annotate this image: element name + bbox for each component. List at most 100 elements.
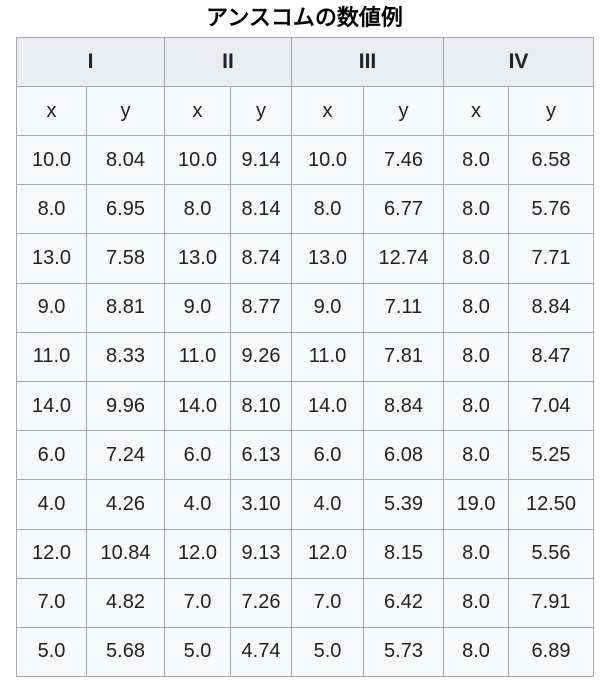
column-header-y-group-2: y — [230, 86, 292, 136]
table-cell: 6.89 — [508, 626, 594, 678]
table-cell: 7.26 — [230, 577, 292, 628]
group-header-row: I II III IV — [16, 37, 594, 87]
table-cell: 8.77 — [230, 282, 292, 333]
table-cell: 4.0 — [164, 479, 231, 530]
table-cell: 7.46 — [363, 134, 444, 186]
table-cell: 5.56 — [508, 528, 594, 579]
table-row: 4.0 4.26 4.0 3.10 4.0 5.39 19.0 12.50 — [16, 479, 594, 530]
column-header-x-group-4: x — [443, 86, 509, 136]
table-row: 9.0 8.81 9.0 8.77 9.0 7.11 8.0 8.84 — [16, 282, 594, 333]
table-cell: 9.13 — [230, 528, 292, 579]
column-header-y-group-1: y — [86, 86, 165, 136]
table-cell: 7.0 — [164, 577, 231, 628]
table-cell: 5.68 — [86, 626, 165, 678]
table-row: 5.0 5.68 5.0 4.74 5.0 5.73 8.0 6.89 — [16, 626, 594, 678]
table-cell: 5.0 — [164, 626, 231, 678]
table-cell: 9.0 — [16, 282, 87, 333]
group-header-II: II — [164, 37, 292, 87]
table-cell: 9.96 — [86, 380, 165, 432]
table-cell: 5.25 — [508, 430, 594, 481]
table-cell: 6.0 — [164, 430, 231, 481]
table-cell: 7.58 — [86, 233, 165, 284]
table-cell: 9.0 — [291, 282, 364, 333]
table-cell: 8.14 — [230, 184, 292, 235]
table-row: 10.0 8.04 10.0 9.14 10.0 7.46 8.0 6.58 — [16, 134, 594, 186]
table-cell: 19.0 — [443, 479, 509, 530]
table-cell: 12.50 — [508, 479, 594, 530]
table-row: 11.0 8.33 11.0 9.26 11.0 7.81 8.0 8.47 — [16, 331, 594, 382]
table-cell: 8.84 — [508, 282, 594, 333]
group-header-I: I — [16, 37, 165, 87]
table-cell: 10.84 — [86, 528, 165, 579]
table-cell: 8.47 — [508, 331, 594, 382]
table-cell: 10.0 — [291, 134, 364, 186]
table-cell: 5.39 — [363, 479, 444, 530]
table-cell: 6.13 — [230, 430, 292, 481]
column-header-x-group-3: x — [291, 86, 364, 136]
table-cell: 4.0 — [291, 479, 364, 530]
column-header-x-group-2: x — [164, 86, 231, 136]
table-cell: 11.0 — [164, 331, 231, 382]
table-row: 14.0 9.96 14.0 8.10 14.0 8.84 8.0 7.04 — [16, 380, 594, 432]
table-cell: 5.0 — [16, 626, 87, 678]
table-cell: 13.0 — [164, 233, 231, 284]
table-cell: 6.77 — [363, 184, 444, 235]
table-row: 6.0 7.24 6.0 6.13 6.0 6.08 8.0 5.25 — [16, 430, 594, 481]
table-cell: 7.0 — [16, 577, 87, 628]
table-cell: 8.0 — [443, 331, 509, 382]
table-cell: 7.24 — [86, 430, 165, 481]
table-cell: 7.0 — [291, 577, 364, 628]
table-cell: 8.0 — [164, 184, 231, 235]
table-cell: 12.74 — [363, 233, 444, 284]
table-cell: 11.0 — [291, 331, 364, 382]
table-cell: 3.10 — [230, 479, 292, 530]
table-cell: 7.04 — [508, 380, 594, 432]
table-cell: 4.74 — [230, 626, 292, 678]
table-cell: 8.74 — [230, 233, 292, 284]
table-cell: 5.73 — [363, 626, 444, 678]
table-row: 12.0 10.84 12.0 9.13 12.0 8.15 8.0 5.56 — [16, 528, 594, 579]
table-cell: 6.58 — [508, 134, 594, 186]
table-row: 8.0 6.95 8.0 8.14 8.0 6.77 8.0 5.76 — [16, 184, 594, 235]
table-cell: 7.71 — [508, 233, 594, 284]
table-cell: 8.81 — [86, 282, 165, 333]
table-cell: 8.04 — [86, 134, 165, 186]
table-cell: 6.0 — [16, 430, 87, 481]
table-cell: 8.0 — [443, 282, 509, 333]
table-cell: 13.0 — [16, 233, 87, 284]
table-cell: 6.95 — [86, 184, 165, 235]
table-cell: 6.42 — [363, 577, 444, 628]
table-cell: 8.15 — [363, 528, 444, 579]
table-cell: 8.84 — [363, 380, 444, 432]
table-cell: 8.0 — [443, 577, 509, 628]
table-row: 13.0 7.58 13.0 8.74 13.0 12.74 8.0 7.71 — [16, 233, 594, 284]
page-title: アンスコムの数値例 — [206, 5, 403, 30]
table-body: 10.0 8.04 10.0 9.14 10.0 7.46 8.0 6.58 8.0 6.95 8.… — [16, 134, 594, 678]
table-row: 7.0 4.82 7.0 7.26 7.0 6.42 8.0 7.91 — [16, 577, 594, 628]
column-header-x-group-1: x — [16, 86, 87, 136]
column-header-y-group-4: y — [508, 86, 594, 136]
table-cell: 9.26 — [230, 331, 292, 382]
table-cell: 8.0 — [443, 626, 509, 678]
table-cell: 5.76 — [508, 184, 594, 235]
table-cell: 4.82 — [86, 577, 165, 628]
table-cell: 12.0 — [16, 528, 87, 579]
table-cell: 8.33 — [86, 331, 165, 382]
table-cell: 10.0 — [164, 134, 231, 186]
table-cell: 6.08 — [363, 430, 444, 481]
table-cell: 9.14 — [230, 134, 292, 186]
table-cell: 12.0 — [291, 528, 364, 579]
table-cell: 8.0 — [16, 184, 87, 235]
table-cell: 14.0 — [16, 380, 87, 432]
table-cell: 8.10 — [230, 380, 292, 432]
table-cell: 8.0 — [443, 134, 509, 186]
table-cell: 9.0 — [164, 282, 231, 333]
table-cell: 4.0 — [16, 479, 87, 530]
table-cell: 14.0 — [291, 380, 364, 432]
table-cell: 8.0 — [443, 430, 509, 481]
table-cell: 8.0 — [443, 233, 509, 284]
table-cell: 11.0 — [16, 331, 87, 382]
table-cell: 6.0 — [291, 430, 364, 481]
table-cell: 13.0 — [291, 233, 364, 284]
